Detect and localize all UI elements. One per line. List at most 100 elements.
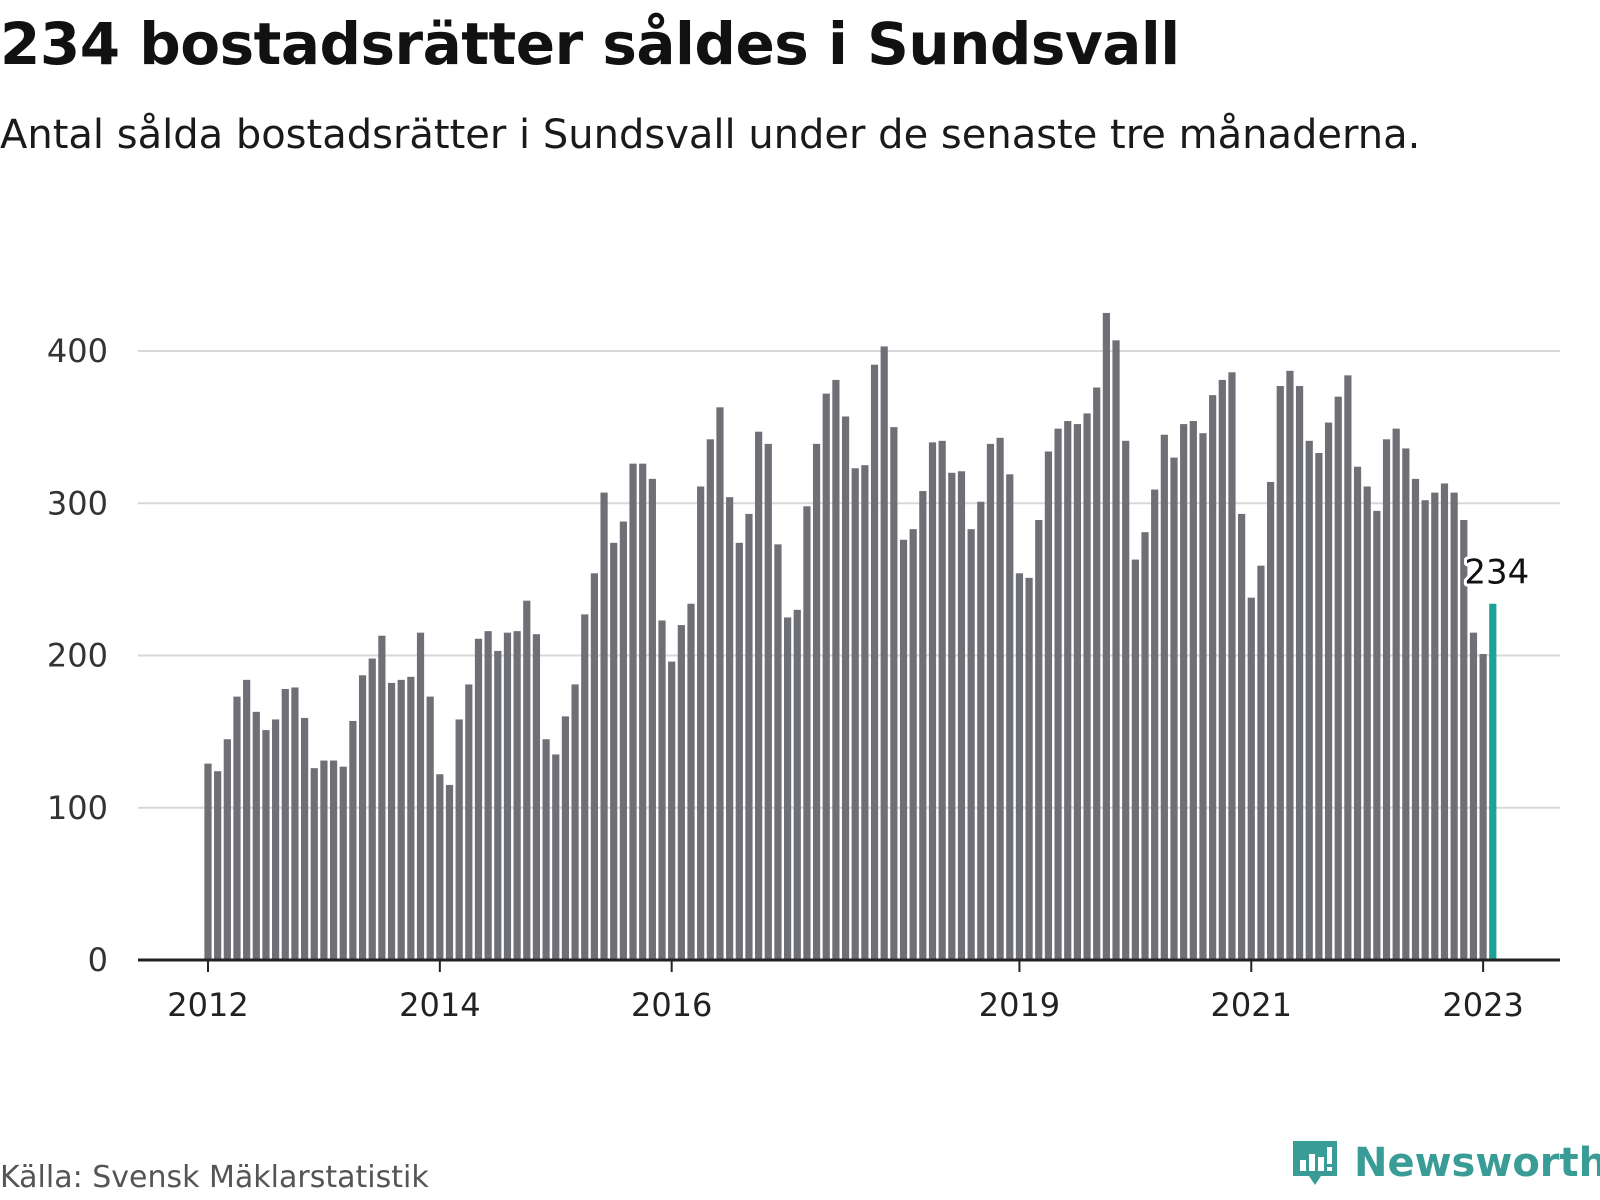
bar	[687, 603, 695, 960]
bar	[1479, 653, 1487, 960]
bar	[339, 766, 347, 960]
x-tick-label: 2021	[1211, 986, 1292, 1024]
bar	[1353, 466, 1362, 960]
bar	[310, 768, 318, 960]
bar	[1411, 478, 1420, 960]
bar	[272, 719, 280, 960]
bar	[1324, 422, 1333, 960]
bar	[793, 609, 801, 960]
bar	[523, 600, 531, 960]
bar	[928, 442, 937, 961]
bar	[513, 631, 521, 960]
bar	[1006, 474, 1014, 960]
x-axis-ticks: 2012 2014 2016 2019 2021 2023	[167, 960, 1524, 1024]
bar	[986, 443, 995, 960]
bar	[436, 774, 444, 960]
bar	[977, 501, 985, 960]
bar	[552, 754, 560, 960]
bar	[503, 632, 512, 960]
bar	[1112, 340, 1120, 960]
brand-logo: Newsworthy	[1290, 1138, 1600, 1188]
bar-chart: 0 100 200 300 400 2012 2014 2016 2019 2021 2023 2…	[47, 312, 1560, 1024]
bar	[1218, 379, 1226, 960]
bar	[1334, 396, 1342, 960]
bar	[532, 634, 541, 960]
page-subtitle: Antal sålda bostadsrätter i Sundsvall un…	[0, 112, 1421, 158]
bar	[1382, 439, 1391, 960]
bar	[735, 542, 743, 960]
bar	[967, 529, 975, 960]
bar	[716, 407, 724, 960]
bar	[1141, 532, 1149, 960]
bar	[320, 760, 328, 960]
bar	[1131, 559, 1139, 960]
bar	[542, 739, 550, 960]
bar	[861, 465, 869, 960]
bar	[262, 730, 270, 960]
bar	[1305, 440, 1313, 960]
bar	[1054, 428, 1062, 961]
bar	[996, 437, 1004, 961]
bar	[784, 617, 792, 960]
bar	[1209, 395, 1217, 961]
bar	[1189, 421, 1197, 960]
bar	[561, 716, 570, 960]
bar	[909, 529, 917, 960]
bar	[890, 427, 898, 960]
bar	[378, 635, 386, 960]
bar	[899, 539, 908, 960]
x-tick-label: 2023	[1442, 986, 1523, 1024]
bar	[349, 720, 357, 960]
bar	[851, 468, 859, 960]
bar	[668, 661, 676, 960]
bar	[1093, 387, 1101, 960]
bar	[1402, 448, 1410, 960]
bar	[1392, 428, 1400, 961]
bar	[600, 492, 608, 960]
bar	[832, 379, 840, 960]
bar	[677, 625, 685, 960]
highlight-annotation: 234	[1461, 550, 1532, 596]
y-tick-label: 300	[47, 484, 108, 522]
bar	[426, 696, 434, 960]
bar	[581, 614, 589, 960]
bar	[445, 784, 454, 960]
y-tick-label: 0	[88, 941, 108, 979]
x-tick-label: 2019	[979, 986, 1060, 1024]
bar	[1170, 457, 1178, 960]
y-axis-ticks: 0 100 200 300 400	[47, 332, 108, 979]
bar	[494, 650, 502, 960]
bar	[706, 439, 714, 960]
bar	[870, 364, 879, 960]
bar	[455, 719, 463, 960]
source-note: Källa: Svensk Mäklarstatistik	[0, 1160, 429, 1195]
bar	[252, 711, 260, 960]
bar-highlight	[1489, 603, 1497, 960]
bar	[301, 717, 309, 960]
bar	[639, 463, 647, 960]
bar	[726, 497, 734, 960]
bar	[214, 771, 222, 960]
bar	[291, 687, 299, 960]
brand-name: Newsworthy	[1354, 1140, 1600, 1186]
bar	[1064, 421, 1072, 960]
x-tick-label: 2014	[399, 986, 480, 1024]
bar	[1122, 440, 1130, 960]
highlight-value-label: 234	[1464, 553, 1529, 593]
bar	[803, 506, 811, 960]
bar	[764, 443, 772, 960]
bar	[619, 521, 627, 960]
bar	[204, 763, 212, 960]
bar	[223, 739, 231, 960]
bar	[1025, 577, 1033, 960]
bar	[1073, 424, 1081, 961]
bar	[1199, 433, 1207, 961]
bar	[387, 682, 396, 960]
bar	[1160, 434, 1168, 960]
bar	[1421, 500, 1429, 960]
bar	[880, 346, 888, 960]
bar	[1276, 386, 1284, 961]
bar	[610, 542, 618, 960]
newsworthy-logo-icon	[1293, 1141, 1337, 1185]
y-tick-label: 100	[47, 789, 108, 827]
